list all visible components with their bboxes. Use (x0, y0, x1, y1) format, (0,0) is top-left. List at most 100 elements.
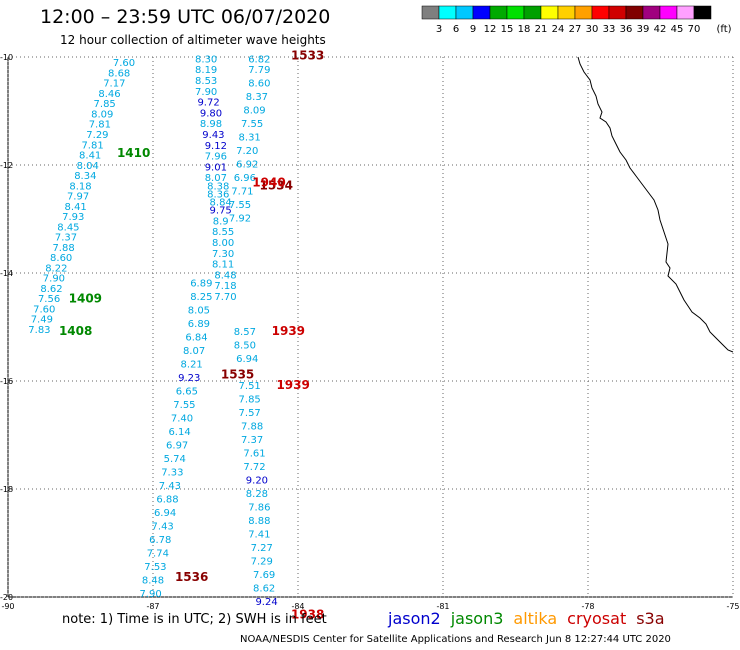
swh-value-label: 8.05 (188, 306, 210, 317)
swh-value-label: 7.61 (243, 449, 265, 460)
swh-value-label: 7.72 (243, 462, 265, 473)
satellite-legend-jason3: jason3 (450, 609, 504, 628)
swh-value-label: 8.55 (212, 227, 234, 238)
scale-label: 39 (637, 24, 650, 35)
swh-value-label: 8.30 (195, 54, 217, 65)
swh-value-label: 7.83 (28, 325, 50, 336)
swh-value-label: 8.28 (246, 489, 268, 500)
scale-label: 70 (688, 24, 701, 35)
lon-tick-label: -78 (581, 602, 594, 611)
swh-value-label: 6.97 (166, 441, 188, 452)
swh-value-label: 8.60 (50, 253, 72, 264)
swh-value-label: 8.84 (210, 198, 232, 209)
swh-value-label: 7.37 (55, 233, 77, 244)
swh-value-label: 7.29 (251, 557, 273, 568)
lon-tick-label: -84 (291, 602, 304, 611)
lon-tick-label: -87 (146, 602, 159, 611)
pass-time-label: 1410 (117, 146, 150, 160)
swh-value-label: 6.84 (185, 333, 207, 344)
swh-value-label: 8.60 (248, 79, 270, 90)
swh-value-label: 7.30 (212, 249, 234, 260)
swh-value-label: 9.12 (205, 141, 227, 152)
swh-value-label: 8.11 (212, 260, 234, 271)
swh-value-label: 7.43 (159, 481, 181, 492)
lat-tick-label: -18 (0, 485, 13, 494)
swh-value-label: 7.40 (171, 414, 193, 425)
scale-label: 3 (436, 24, 442, 35)
satellite-legend-cryosat: cryosat (567, 609, 627, 628)
swh-value-label: 6.94 (154, 508, 176, 519)
scale-unit: (ft) (716, 24, 731, 35)
scale-label: 24 (552, 24, 565, 35)
swh-value-label: 8.07 (183, 346, 205, 357)
swh-value-label: 7.41 (248, 530, 270, 541)
scale-label: 9 (470, 24, 476, 35)
swh-value-label: 7.18 (214, 281, 236, 292)
map-title: 12:00 – 23:59 UTC 06/07/2020 (40, 6, 331, 28)
swh-value-label: 6.65 (176, 387, 198, 398)
pass-time-label: 1939 (276, 378, 309, 392)
swh-value-label: 7.55 (173, 400, 195, 411)
swh-value-label: 7.74 (147, 549, 169, 560)
swh-value-label: 8.25 (190, 292, 212, 303)
swh-value-label: 8.07 (205, 173, 227, 184)
swh-value-label: 8.38 (207, 181, 229, 192)
swh-value-label: 8.62 (40, 284, 62, 295)
coastline (577, 56, 734, 353)
swh-value-label: 9.20 (246, 476, 268, 487)
swh-value-label: 8.50 (234, 341, 256, 352)
pass-time-label: 1940 (252, 176, 285, 190)
swh-value-label: 7.90 (195, 87, 217, 98)
scale-label: 30 (586, 24, 599, 35)
footnote: note: 1) Time is in UTC; 2) SWH is in fe… (62, 612, 327, 627)
swh-value-label: 8.09 (91, 109, 113, 120)
swh-value-label: 8.68 (108, 68, 130, 79)
swh-value-label: 8.9 (213, 216, 229, 227)
swh-value-label: 7.92 (229, 214, 251, 225)
swh-value-label: 7.53 (144, 562, 166, 573)
swh-value-label: 7.97 (67, 192, 89, 203)
swh-value-label: 8.57 (234, 327, 256, 338)
swh-value-label: 7.93 (62, 212, 84, 223)
swh-value-label: 7.81 (81, 140, 103, 151)
pass-time-label: 1938 (291, 608, 324, 622)
scale-label: 6 (453, 24, 459, 35)
lon-tick-label: -90 (1, 602, 14, 611)
swh-value-label: 7.60 (113, 58, 135, 69)
swh-value-label: 7.29 (86, 130, 108, 141)
swh-value-label: 6.96 (234, 173, 256, 184)
lat-tick-label: -10 (0, 53, 13, 62)
satellite-legend: jason2 jason3 altika cryosat s3a (388, 609, 675, 628)
swh-value-label: 8.88 (248, 516, 270, 527)
scale-label: 45 (671, 24, 684, 35)
swh-value-label: 7.81 (89, 120, 111, 131)
pass-time-label: 1535 (221, 367, 254, 381)
swh-value-label: 7.90 (139, 589, 161, 600)
swh-value-label: 7.20 (236, 146, 258, 157)
swh-value-label: 8.09 (243, 106, 265, 117)
swh-value-label: 7.51 (239, 381, 261, 392)
lon-tick-label: -75 (726, 602, 739, 611)
swh-value-label: 8.48 (214, 270, 236, 281)
lon-tick-label: -81 (436, 602, 449, 611)
swh-value-label: 7.71 (231, 187, 253, 198)
swh-value-label: 7.85 (239, 395, 261, 406)
pass-time-label: 1533 (291, 49, 324, 63)
swh-value-label: 7.55 (241, 119, 263, 130)
swh-value-label: 8.31 (239, 133, 261, 144)
swh-value-label: 7.70 (214, 292, 236, 303)
swh-value-label: 6.92 (236, 160, 258, 171)
swh-value-label: 7.56 (38, 294, 60, 305)
swh-value-label: 9.01 (205, 162, 227, 173)
scale-label: 33 (603, 24, 616, 35)
satellite-legend-s3a: s3a (636, 609, 665, 628)
swh-value-label: 9.72 (197, 98, 219, 109)
swh-value-label: 7.60 (33, 304, 55, 315)
swh-value-label: 8.41 (65, 202, 87, 213)
satellite-legend-jason2: jason2 (388, 609, 441, 628)
swh-value-label: 8.41 (79, 151, 101, 162)
swh-value-label: 7.43 (152, 522, 174, 533)
credit-line: NOAA/NESDIS Center for Satellite Applica… (240, 634, 671, 645)
